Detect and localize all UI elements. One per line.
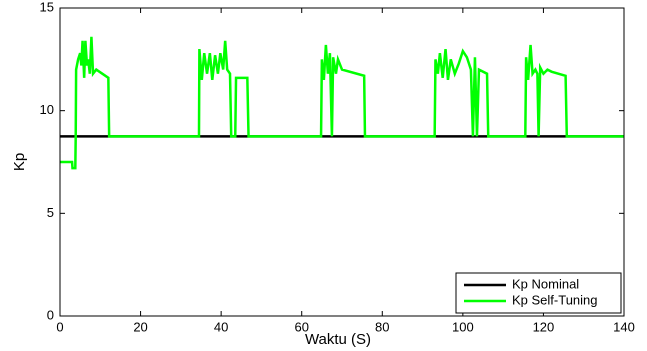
- y-tick-label: 5: [47, 205, 54, 220]
- y-tick-label: 15: [40, 0, 54, 14]
- x-tick-label: 100: [452, 319, 474, 334]
- x-axis-label: Waktu (S): [305, 331, 371, 348]
- x-tick-label: 20: [133, 319, 147, 334]
- x-tick-label: 0: [56, 319, 63, 334]
- x-tick-label: 120: [533, 319, 555, 334]
- y-tick-label: 10: [40, 102, 54, 117]
- y-tick-label: 0: [47, 307, 54, 322]
- x-tick-label: 60: [294, 319, 308, 334]
- plot-frame: [59, 7, 625, 317]
- legend-box: [455, 272, 622, 314]
- x-tick-label: 80: [375, 319, 389, 334]
- series-line: [60, 36, 624, 170]
- legend-label: Kp Nominal: [512, 276, 579, 291]
- x-tick-label: 140: [613, 319, 635, 334]
- legend-label: Kp Self-Tuning: [512, 292, 598, 307]
- x-tick-label: 40: [214, 319, 228, 334]
- y-axis-label: Kp: [11, 153, 28, 171]
